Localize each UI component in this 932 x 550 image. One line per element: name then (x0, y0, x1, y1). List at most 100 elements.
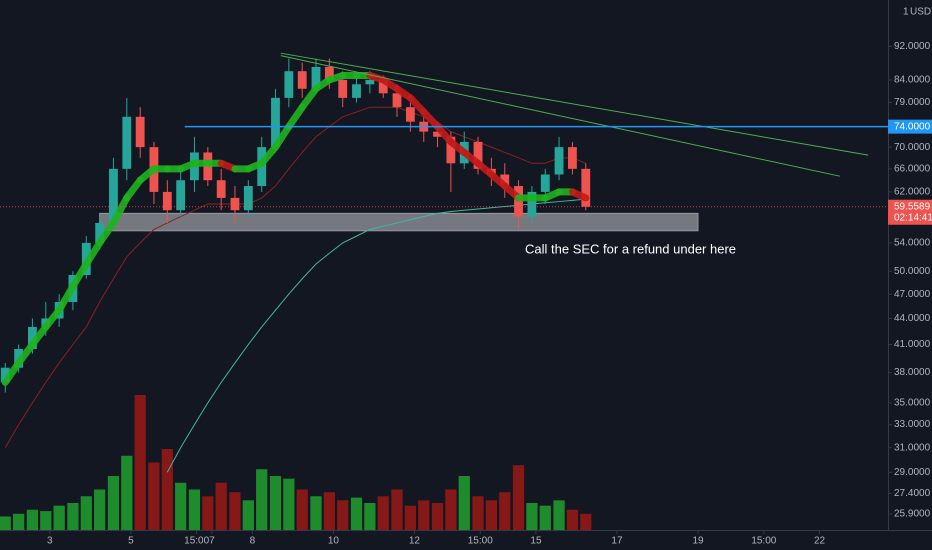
trend-ribbon (271, 123, 293, 151)
volume-bar (485, 500, 498, 530)
volume-bar (458, 476, 470, 530)
y-tick-label: 84.0000 (894, 75, 931, 86)
volume-bar (404, 505, 416, 530)
y-tick-label: 62.0000 (894, 187, 931, 198)
trend-ribbon (69, 260, 90, 290)
volume-bar (377, 496, 389, 530)
y-tick-label: 79.0000 (894, 97, 931, 108)
y-tick-label: 35.0000 (894, 398, 931, 409)
volume-bar (229, 492, 241, 530)
y-tick-label: 70.0000 (894, 142, 931, 153)
candle-body (0, 367, 10, 383)
volume-bar (350, 497, 363, 530)
trend-ribbon (82, 239, 104, 268)
candle-body (216, 180, 226, 198)
volume-bar (121, 455, 133, 530)
trend-ribbon (42, 306, 63, 331)
trendline (280, 52, 869, 156)
volume-bar (53, 505, 65, 530)
volume-bar (94, 489, 106, 530)
candle-body (284, 71, 294, 98)
volume-bar (566, 509, 579, 530)
candle-body (352, 84, 361, 98)
volume-bar (67, 503, 79, 530)
candle-body (243, 186, 253, 211)
candle-body (527, 191, 537, 217)
last-price-label: 59.5589 (894, 201, 931, 212)
candle-body (568, 147, 577, 169)
candle-body (324, 66, 334, 80)
candle-body (433, 131, 442, 137)
volume-bar (431, 503, 444, 530)
y-tick-label: 25.9000 (894, 509, 931, 520)
volume-bar (580, 513, 592, 530)
y-tick-label: 66.0000 (894, 163, 931, 174)
trend-ribbon (1, 359, 23, 386)
volume-bar (310, 496, 322, 530)
x-tick-label: 12 (409, 536, 421, 547)
volume-bar (391, 489, 403, 530)
y-tick-label: 31.0000 (894, 442, 931, 453)
volume-bar (256, 469, 268, 530)
y-tick-label: 92.0000 (894, 41, 931, 52)
volume-bar (418, 500, 430, 530)
volume-bar (161, 449, 173, 530)
y-tick-label: 27.4000 (894, 488, 931, 499)
candle-body (135, 116, 145, 148)
countdown-label: 02:14:41 (894, 212, 932, 223)
x-tick-label: 15 (530, 536, 542, 547)
y-tick-label: 50.0000 (894, 266, 931, 277)
scale-multiplier: 1 (903, 7, 909, 18)
x-tick-label: 15:00 (184, 536, 209, 547)
x-tick-label: 10 (328, 536, 340, 547)
volume-bar (242, 500, 254, 530)
candle-body (500, 174, 510, 187)
y-tick-label: 44.0000 (894, 313, 931, 324)
volume-bar (472, 496, 484, 530)
x-tick-label: 15:00 (751, 536, 776, 547)
x-tick-label: 22 (814, 536, 826, 547)
volume-bar (40, 511, 52, 530)
candle-body (122, 116, 132, 169)
y-tick-label: 47.0000 (894, 289, 931, 300)
candle-body (365, 79, 375, 85)
candle-body (405, 107, 415, 122)
trend-ribbon (568, 188, 590, 202)
candle-body (554, 147, 564, 175)
x-tick-label: 15:00 (468, 536, 493, 547)
volume-bar (202, 496, 214, 530)
volume-bar (445, 489, 457, 530)
y-tick-label: 33.0000 (894, 419, 931, 430)
volume-bar (107, 476, 120, 530)
candle-body (311, 66, 321, 89)
trendline (280, 55, 840, 177)
candle-body (95, 222, 105, 243)
volume-bar (0, 516, 11, 530)
volume-bar (499, 492, 511, 530)
trend-ribbon (298, 85, 320, 111)
trend-ribbon (55, 282, 77, 314)
volume-bar (553, 500, 565, 530)
candle-body (473, 141, 483, 169)
candle-body (581, 168, 591, 207)
trend-ribbon (109, 194, 131, 227)
last-price-box (888, 199, 932, 225)
volume-bar (323, 492, 335, 530)
volume-bar (296, 489, 308, 530)
x-tick-label: 3 (47, 536, 53, 547)
candle-body (230, 197, 240, 211)
trend-ribbon (258, 143, 279, 167)
candle-body (540, 174, 550, 192)
trend-ribbon (15, 341, 36, 367)
volume-bar (188, 489, 201, 530)
candle-body (162, 191, 172, 211)
moving-average (4, 106, 586, 448)
volume-bar (337, 500, 349, 530)
hline-label-box (888, 119, 932, 134)
candle-body (338, 79, 348, 98)
candle-body (297, 71, 307, 89)
candle-body (176, 180, 186, 211)
